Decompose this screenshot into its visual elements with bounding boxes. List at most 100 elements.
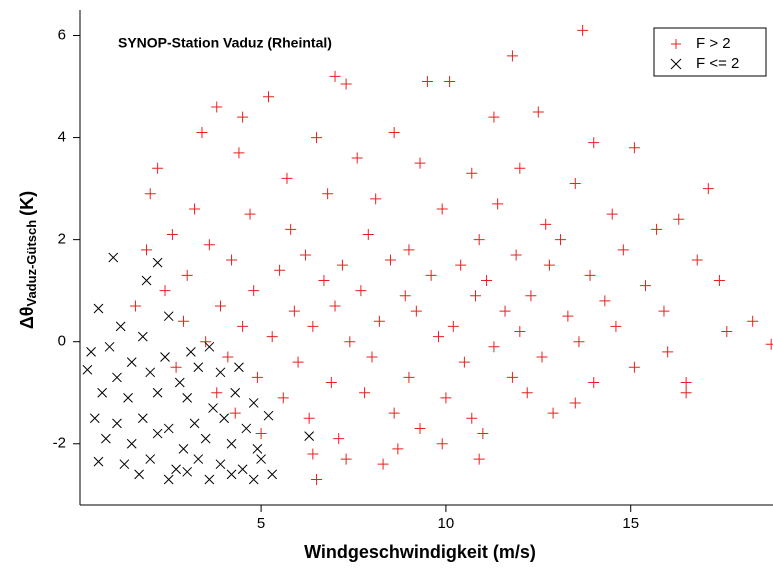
data-point xyxy=(214,300,226,312)
data-point xyxy=(536,351,548,363)
data-point xyxy=(178,444,189,454)
data-point xyxy=(307,320,319,332)
data-point xyxy=(554,234,566,246)
data-point xyxy=(481,274,493,286)
data-point xyxy=(344,336,356,348)
data-point xyxy=(370,193,382,205)
data-point xyxy=(399,290,411,302)
data-point xyxy=(112,372,122,383)
data-point xyxy=(215,367,226,378)
data-point xyxy=(233,147,245,159)
x-tick-label: 15 xyxy=(622,515,639,532)
y-tick-label: 2 xyxy=(58,231,66,248)
data-point xyxy=(577,24,589,36)
data-point xyxy=(182,392,193,403)
data-point xyxy=(388,126,400,138)
data-point xyxy=(658,305,670,317)
data-point xyxy=(160,352,170,362)
data-point xyxy=(115,321,126,332)
data-point xyxy=(639,280,651,292)
data-point xyxy=(506,50,518,62)
data-point xyxy=(181,269,193,281)
data-point xyxy=(466,412,478,424)
data-point xyxy=(721,325,733,337)
data-point xyxy=(311,473,323,485)
x-tick-label: 10 xyxy=(438,515,455,532)
data-point xyxy=(765,338,773,350)
legend-marker xyxy=(670,58,682,70)
data-point xyxy=(702,183,714,195)
data-point xyxy=(288,305,300,317)
data-point xyxy=(159,285,171,297)
data-point xyxy=(200,433,211,444)
data-point xyxy=(193,362,204,373)
data-point xyxy=(532,106,544,118)
data-point xyxy=(204,474,215,485)
data-point xyxy=(129,300,141,312)
data-point xyxy=(384,254,396,266)
data-point xyxy=(340,453,352,465)
data-point xyxy=(141,275,152,286)
data-point xyxy=(274,264,286,276)
y-axis-label: ΔθVaduz-Gütsch (K) xyxy=(17,191,40,329)
y-tick-label: 6 xyxy=(58,26,66,43)
data-point xyxy=(433,331,445,343)
data-point xyxy=(104,341,115,352)
data-point xyxy=(440,392,452,404)
data-point xyxy=(436,203,448,215)
data-point xyxy=(388,407,400,419)
data-point xyxy=(521,387,533,399)
data-point xyxy=(244,208,256,220)
data-point xyxy=(177,315,189,327)
data-point xyxy=(267,469,278,480)
data-point xyxy=(237,464,248,475)
data-point xyxy=(473,234,485,246)
data-point xyxy=(119,459,130,470)
data-point xyxy=(325,377,337,389)
data-point xyxy=(673,213,685,225)
data-point xyxy=(362,229,374,241)
data-point xyxy=(680,377,692,389)
data-point xyxy=(137,331,148,342)
data-point xyxy=(215,459,226,470)
data-point xyxy=(569,397,581,409)
data-point xyxy=(547,407,559,419)
data-point xyxy=(584,269,596,281)
data-point xyxy=(410,305,422,317)
data-point xyxy=(263,410,274,421)
data-point xyxy=(466,167,478,179)
data-point xyxy=(377,458,389,470)
data-point xyxy=(152,428,163,439)
data-point xyxy=(610,320,622,332)
data-point xyxy=(152,162,164,174)
data-point xyxy=(628,361,640,373)
data-point xyxy=(204,341,215,352)
data-point xyxy=(123,392,133,403)
data-point xyxy=(747,315,759,327)
data-point xyxy=(311,132,323,144)
data-point xyxy=(256,454,266,464)
data-point xyxy=(152,387,163,398)
data-point xyxy=(134,469,144,480)
data-point xyxy=(255,428,267,440)
data-point xyxy=(93,303,104,314)
data-point xyxy=(152,257,163,268)
data-point xyxy=(252,444,263,454)
data-point xyxy=(219,413,229,424)
data-point xyxy=(514,162,526,174)
data-point xyxy=(237,320,249,332)
data-point xyxy=(492,198,504,210)
chart-title: SYNOP-Station Vaduz (Rheintal) xyxy=(118,35,332,51)
data-point xyxy=(285,223,297,235)
data-point xyxy=(226,438,237,449)
data-point xyxy=(392,443,404,455)
data-point xyxy=(525,290,537,302)
data-point xyxy=(351,152,363,164)
data-point xyxy=(126,438,137,449)
data-point xyxy=(599,295,611,307)
data-point xyxy=(540,218,552,230)
y-tick-label: 4 xyxy=(58,129,66,146)
data-point xyxy=(189,418,200,429)
data-point xyxy=(514,325,526,337)
data-point xyxy=(506,371,518,383)
